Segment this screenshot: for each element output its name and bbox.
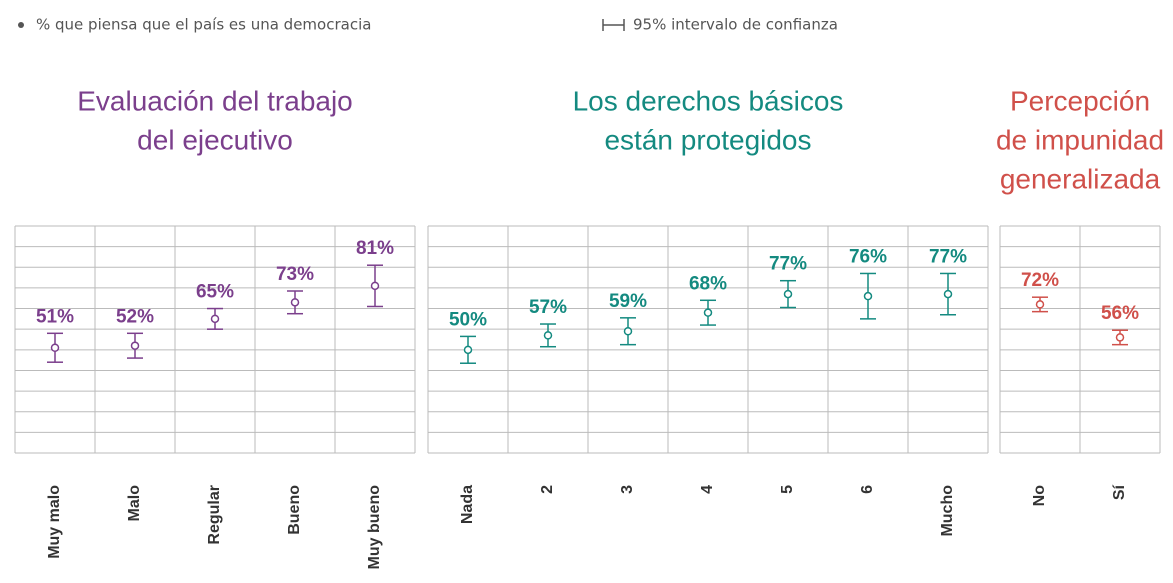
panel-title: generalizada xyxy=(1000,163,1161,194)
point xyxy=(703,308,713,317)
x-tick-label: Mucho xyxy=(939,485,956,537)
value-label: 77% xyxy=(769,254,807,275)
point xyxy=(50,343,60,353)
x-tick-label: 5 xyxy=(779,485,796,494)
value-label: 76% xyxy=(849,246,887,267)
panel-title: Evaluación del trabajo xyxy=(77,85,353,116)
point xyxy=(290,298,300,307)
point xyxy=(130,341,140,350)
value-label: 50% xyxy=(449,309,487,330)
x-tick-label: Regular xyxy=(206,485,223,545)
x-tick-label: Nada xyxy=(459,485,476,524)
point xyxy=(623,326,633,336)
value-label: 81% xyxy=(356,238,394,259)
value-label: 51% xyxy=(36,306,74,327)
legend-interval-icon xyxy=(602,19,625,31)
point xyxy=(370,281,380,291)
value-label: 73% xyxy=(276,264,314,285)
legend-interval: 95% intervalo de confianza xyxy=(633,16,838,34)
x-tick-label: Muy malo xyxy=(46,485,63,559)
value-label: 65% xyxy=(196,282,234,303)
value-label: 52% xyxy=(116,306,154,327)
value-label: 59% xyxy=(609,291,647,312)
x-tick-label: 2 xyxy=(539,485,556,494)
value-label: 57% xyxy=(529,297,567,318)
panel-title: de impunidad xyxy=(996,124,1164,155)
x-tick-label: No xyxy=(1031,485,1048,507)
point xyxy=(543,331,553,340)
x-tick-label: Sí xyxy=(1111,484,1128,500)
panel-title: Los derechos básicos xyxy=(573,85,844,116)
value-label: 72% xyxy=(1021,270,1059,291)
x-tick-label: 4 xyxy=(699,485,716,494)
x-tick-label: Bueno xyxy=(286,485,303,535)
point xyxy=(1115,333,1125,342)
point xyxy=(210,314,220,324)
point xyxy=(943,289,953,299)
x-tick-label: Malo xyxy=(126,485,143,522)
panel-title: del ejecutivo xyxy=(137,124,293,155)
x-tick-label: 3 xyxy=(619,485,636,494)
panel-title: están protegidos xyxy=(604,124,811,155)
x-tick-label: 6 xyxy=(859,485,876,494)
value-label: 68% xyxy=(689,273,727,294)
panel-title: Percepción xyxy=(1010,85,1150,116)
legend-bullet xyxy=(18,22,24,28)
x-tick-label: Muy bueno xyxy=(366,485,383,570)
legend-point: % que piensa que el país es una democrac… xyxy=(36,16,371,34)
point xyxy=(463,345,473,355)
value-label: 77% xyxy=(929,246,967,267)
point xyxy=(1035,300,1045,309)
point xyxy=(863,291,873,301)
value-label: 56% xyxy=(1101,303,1139,324)
point xyxy=(783,289,793,299)
